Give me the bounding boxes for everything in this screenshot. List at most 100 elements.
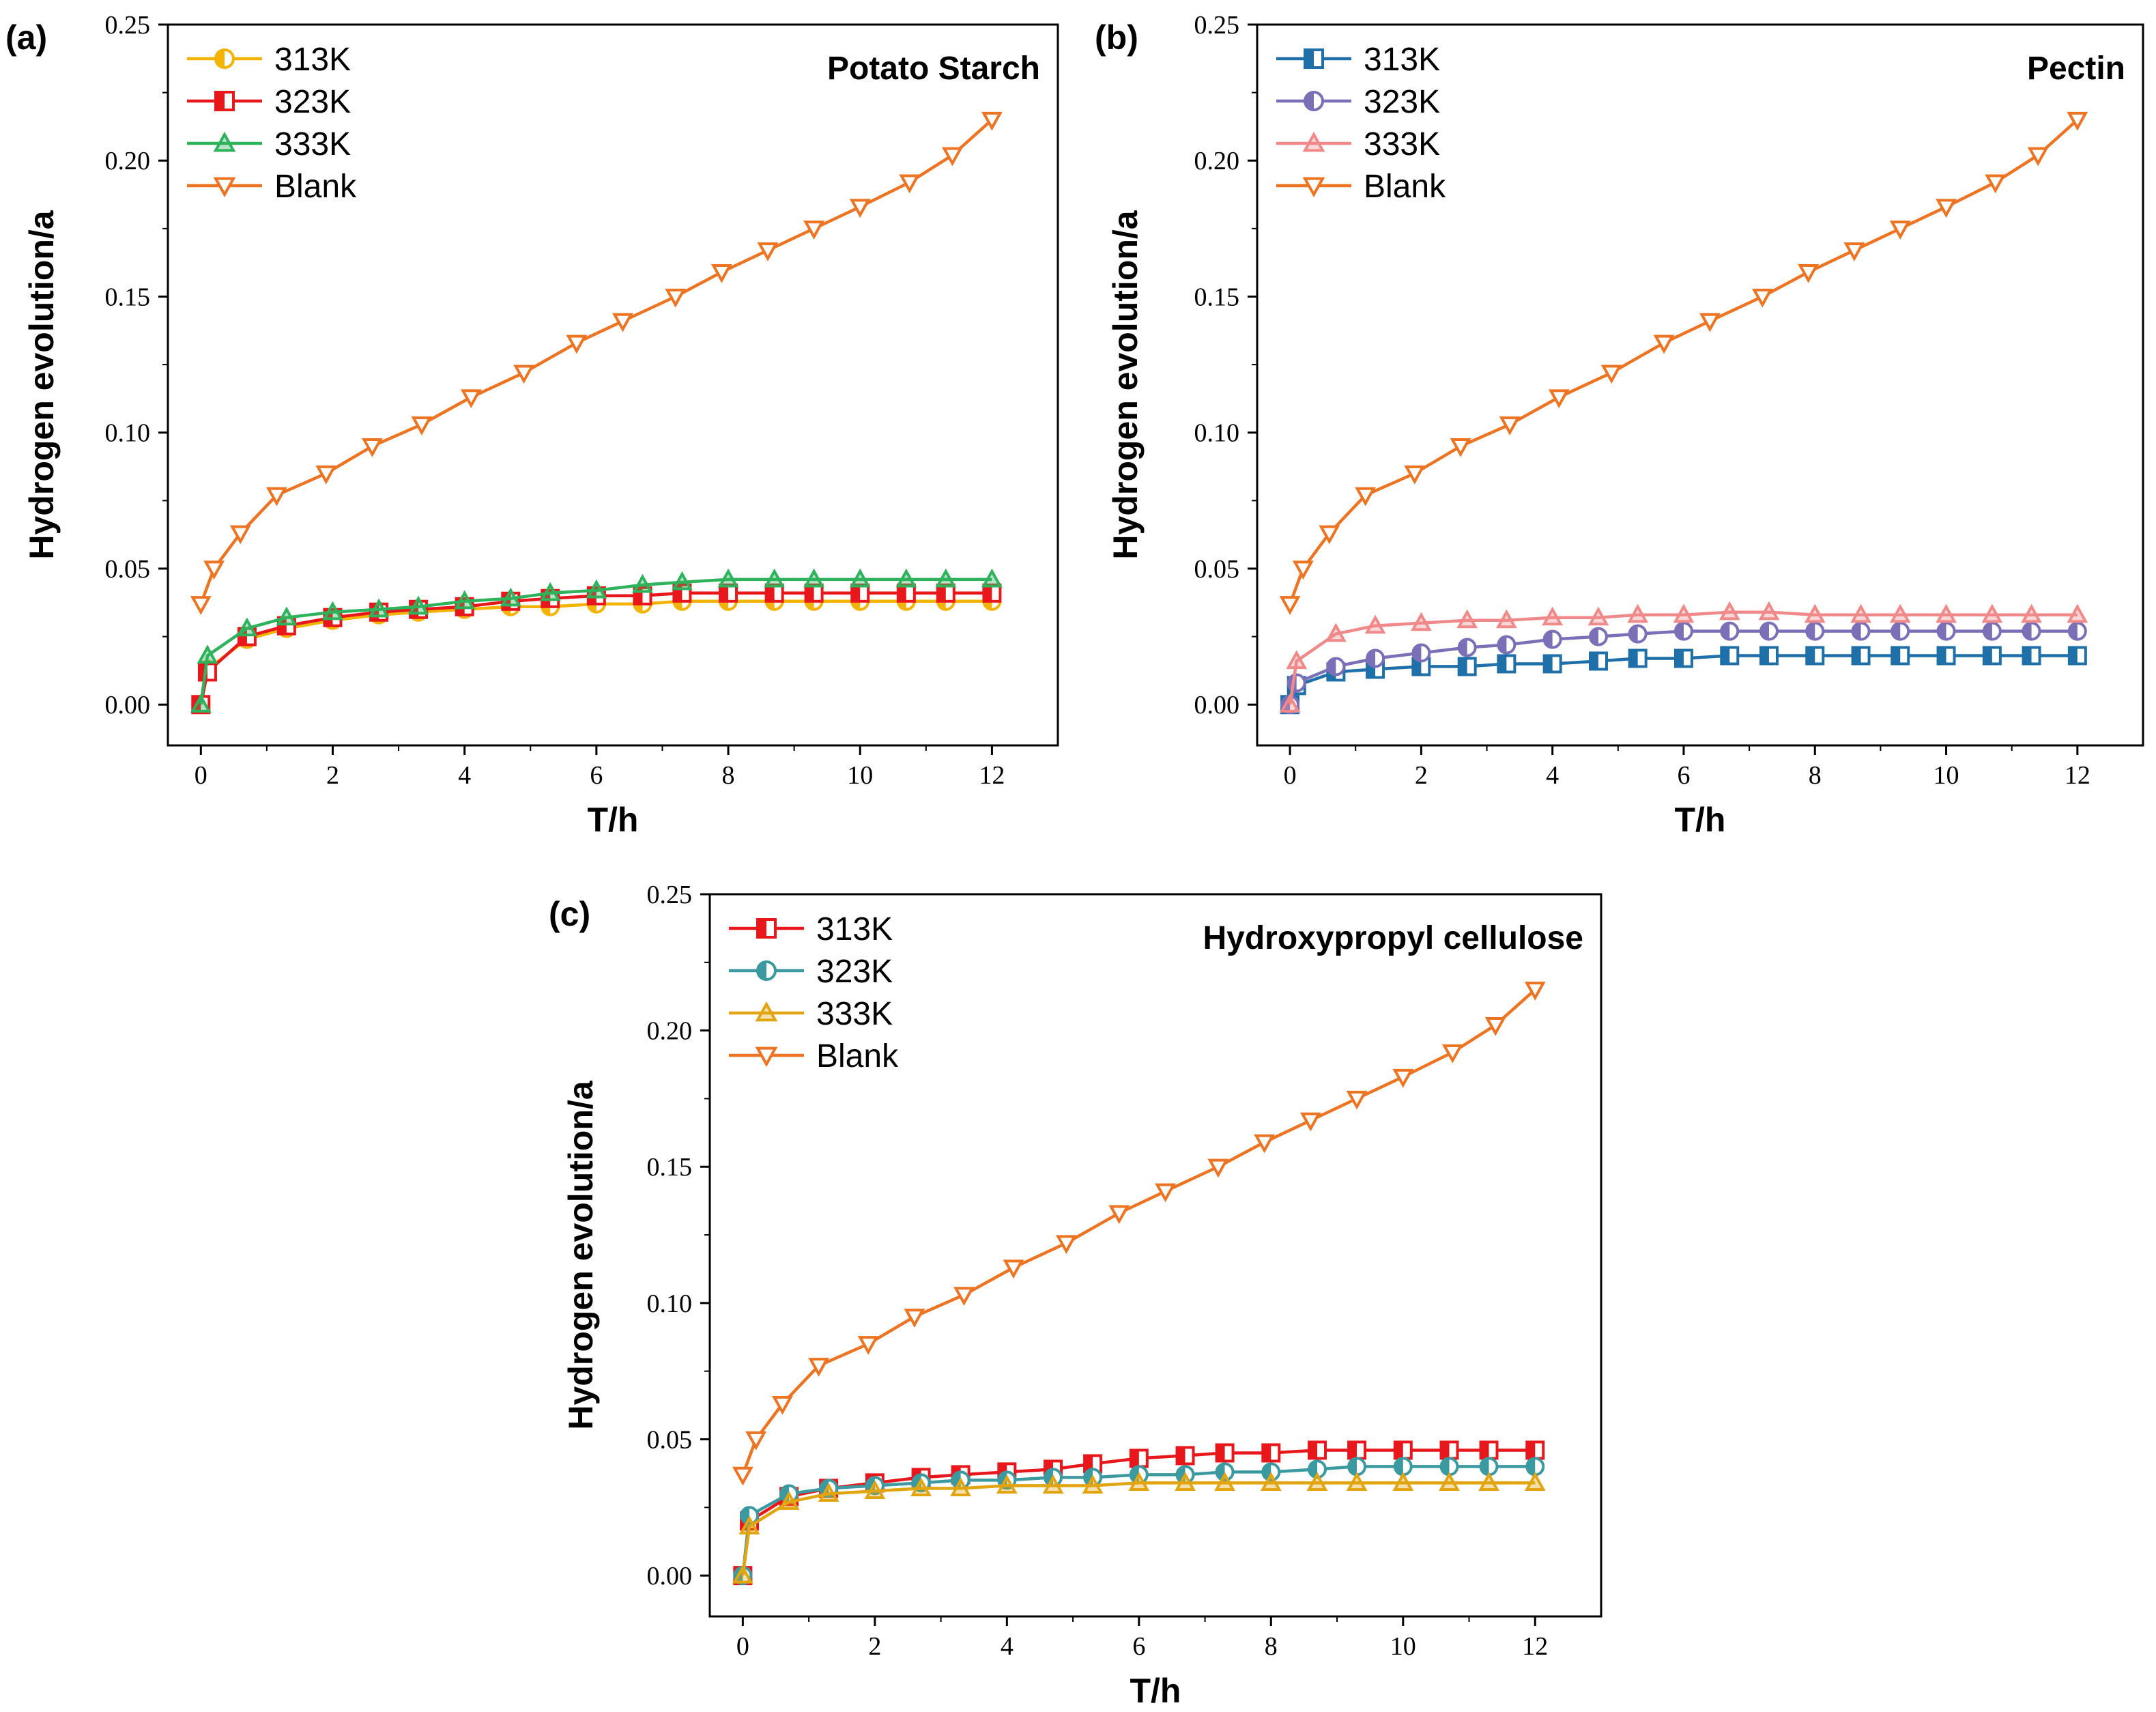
legend-marker: [1302, 177, 1325, 198]
legend-label: 313K: [1364, 42, 1440, 78]
legend-entry: Blank: [729, 1038, 899, 1074]
data-point: [1759, 621, 1779, 641]
data-point: [1982, 621, 2002, 641]
data-point: [1364, 614, 1386, 634]
data-point: [566, 334, 588, 354]
data-point: [197, 644, 218, 664]
panel-b: 0 2 4 6 8 10 12 0.00 0.05 0.10 0.15 0.20 0.25 T/h Hydr…: [1095, 11, 2144, 839]
data-point: [2067, 111, 2088, 131]
data-point: [1798, 264, 1820, 283]
data-point: [1720, 646, 1740, 666]
data-point: [1287, 673, 1306, 693]
data-point: [1542, 654, 1562, 674]
legend-label: 313K: [274, 42, 351, 78]
data-point: [1751, 288, 1773, 308]
legend-label: 313K: [816, 911, 893, 947]
x-tick-label: 8: [1809, 761, 1822, 790]
y-axis-title: Hydrogen evolution/a: [1106, 210, 1145, 559]
legend-entry: 323K: [187, 84, 351, 120]
data-point: [1499, 416, 1521, 436]
data-point: [1261, 1443, 1281, 1463]
data-point: [2027, 147, 2049, 167]
panel-a: 0 2 4 6 8 10 12 0.00 0.05 0.10 0.15 0.20 0.25 T/h Hydr…: [5, 11, 1059, 839]
data-point: [981, 111, 1003, 131]
data-point: [745, 1431, 767, 1451]
data-point: [407, 595, 429, 615]
data-point: [1479, 1440, 1499, 1460]
legend-label: 323K: [274, 84, 351, 120]
series-323k: [1280, 621, 2087, 715]
data-point: [1936, 621, 1956, 641]
data-point: [1805, 621, 1825, 641]
data-point: [764, 583, 784, 603]
data-point: [1082, 1474, 1104, 1494]
data-point: [803, 220, 825, 240]
data-point: [1524, 982, 1546, 1001]
data-point: [1457, 657, 1477, 676]
data-point: [1214, 1472, 1235, 1491]
data-point: [2022, 646, 2041, 666]
data-point: [1279, 694, 1301, 713]
x-tick-label: 10: [1934, 761, 1959, 790]
legend-label: 323K: [1364, 84, 1440, 120]
data-point: [772, 1395, 793, 1415]
legend-entry: 313K: [1276, 42, 1440, 78]
data-point: [2067, 621, 2087, 641]
data-point: [1456, 609, 1478, 629]
y-tick-label: 0.20: [647, 1017, 693, 1046]
x-tick-label: 4: [458, 761, 471, 790]
series-line: [199, 599, 992, 705]
data-point: [2021, 603, 2042, 623]
data-point: [1042, 1474, 1064, 1494]
data-point: [1319, 525, 1340, 545]
data-point: [1299, 1112, 1321, 1132]
data-point: [1936, 603, 1957, 623]
data-point: [1484, 1017, 1506, 1036]
data-point: [935, 568, 957, 588]
data-point: [857, 1336, 879, 1355]
x-tick-label: 12: [979, 761, 1005, 790]
panel-title: Hydroxypropyl cellulose: [1203, 920, 1583, 956]
legend-entry: 313K: [729, 911, 893, 947]
data-point: [1497, 654, 1517, 674]
data-point: [1108, 1205, 1130, 1225]
data-point: [586, 579, 607, 599]
data-point: [982, 583, 1002, 603]
legend-entry: 323K: [729, 954, 893, 990]
data-point: [1308, 1440, 1327, 1460]
panel-label: (c): [549, 895, 590, 933]
data-point: [757, 242, 779, 261]
data-point: [738, 1515, 760, 1535]
legend-marker: [756, 960, 777, 981]
x-tick-label: 4: [1001, 1632, 1014, 1661]
legend-entry: Blank: [187, 169, 357, 205]
data-point: [1441, 1044, 1463, 1064]
legend-marker: [755, 1001, 778, 1022]
data-point: [1128, 1472, 1150, 1491]
series-313k: [1280, 646, 2087, 715]
legend-entry: 333K: [187, 126, 351, 162]
y-tick-label: 0.05: [647, 1425, 693, 1454]
data-point: [1326, 657, 1346, 676]
data-point: [1346, 1090, 1368, 1110]
data-point: [1673, 648, 1693, 668]
data-point: [1843, 242, 1865, 261]
data-point: [1936, 199, 1957, 218]
data-point: [1003, 1259, 1024, 1279]
data-point: [1889, 220, 1911, 240]
legend-label: Blank: [274, 169, 357, 205]
y-tick-label: 0.05: [1194, 555, 1240, 584]
data-point: [849, 199, 871, 218]
y-tick-label: 0.10: [105, 419, 151, 448]
data-point: [778, 1491, 800, 1510]
data-point: [804, 583, 824, 603]
data-point: [1366, 648, 1385, 668]
legend-marker: [1304, 48, 1324, 69]
legend-marker: [1302, 131, 1325, 152]
y-tick-label: 0.25: [1194, 11, 1240, 40]
data-point: [1889, 603, 1911, 623]
data-point: [1404, 465, 1426, 485]
data-point: [1056, 1235, 1077, 1255]
data-point: [1673, 621, 1693, 641]
data-point: [2022, 621, 2041, 641]
